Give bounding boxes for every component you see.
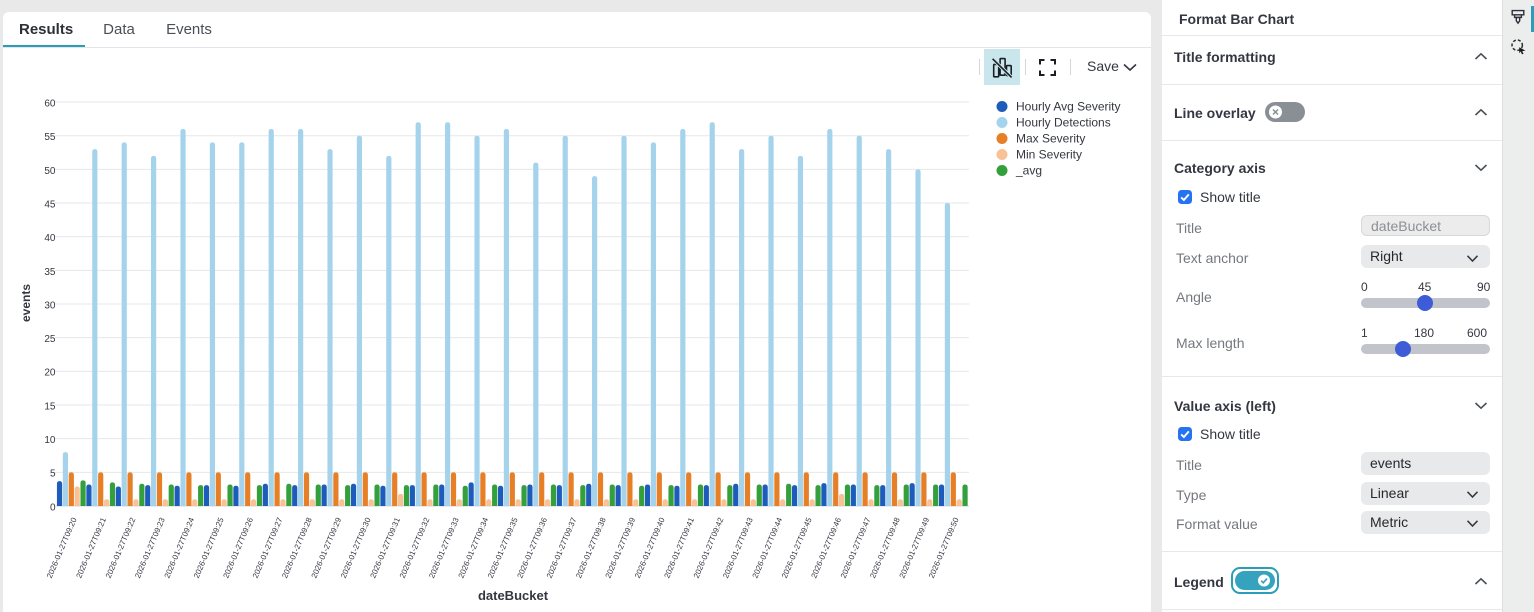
svg-text:2026-01-27T09:31: 2026-01-27T09:31 xyxy=(368,516,402,579)
svg-text:2026-01-27T09:22: 2026-01-27T09:22 xyxy=(104,516,138,579)
svg-text:dateBucket: dateBucket xyxy=(478,588,549,603)
svg-text:2026-01-27T09:21: 2026-01-27T09:21 xyxy=(74,516,108,579)
svg-text:2026-01-27T09:40: 2026-01-27T09:40 xyxy=(633,516,667,580)
svg-text:40: 40 xyxy=(44,233,56,244)
svg-text:25: 25 xyxy=(44,334,56,345)
svg-text:2026-01-27T09:37: 2026-01-27T09:37 xyxy=(545,516,579,579)
svg-text:_avg: _avg xyxy=(1015,164,1042,178)
svg-text:Hourly Avg Severity: Hourly Avg Severity xyxy=(1016,100,1121,114)
svg-text:2026-01-27T09:48: 2026-01-27T09:48 xyxy=(868,516,902,580)
svg-text:2026-01-27T09:46: 2026-01-27T09:46 xyxy=(809,516,843,580)
svg-text:Max Severity: Max Severity xyxy=(1016,132,1085,146)
svg-text:2026-01-27T09:34: 2026-01-27T09:34 xyxy=(457,516,491,580)
svg-text:10: 10 xyxy=(44,435,56,446)
svg-text:2026-01-27T09:49: 2026-01-27T09:49 xyxy=(898,516,932,580)
svg-text:20: 20 xyxy=(44,368,56,379)
svg-text:2026-01-27T09:50: 2026-01-27T09:50 xyxy=(927,516,961,580)
svg-text:2026-01-27T09:47: 2026-01-27T09:47 xyxy=(839,516,873,579)
svg-text:2026-01-27T09:39: 2026-01-27T09:39 xyxy=(604,516,638,580)
svg-text:2026-01-27T09:43: 2026-01-27T09:43 xyxy=(721,516,755,580)
svg-text:2026-01-27T09:38: 2026-01-27T09:38 xyxy=(574,516,608,580)
svg-text:2026-01-27T09:45: 2026-01-27T09:45 xyxy=(780,516,814,580)
svg-text:2026-01-27T09:25: 2026-01-27T09:25 xyxy=(192,516,226,580)
svg-text:50: 50 xyxy=(44,166,56,177)
svg-text:2026-01-27T09:27: 2026-01-27T09:27 xyxy=(251,516,285,579)
svg-text:0: 0 xyxy=(50,502,56,513)
svg-text:Min Severity: Min Severity xyxy=(1016,148,1082,162)
svg-text:2026-01-27T09:33: 2026-01-27T09:33 xyxy=(427,516,461,580)
svg-text:2026-01-27T09:32: 2026-01-27T09:32 xyxy=(398,516,432,579)
svg-text:30: 30 xyxy=(44,300,56,311)
svg-text:45: 45 xyxy=(44,199,56,210)
svg-text:2026-01-27T09:26: 2026-01-27T09:26 xyxy=(221,516,255,580)
svg-text:Hourly Detections: Hourly Detections xyxy=(1016,116,1111,130)
svg-text:events: events xyxy=(19,284,33,322)
svg-text:2026-01-27T09:24: 2026-01-27T09:24 xyxy=(163,516,197,580)
svg-text:2026-01-27T09:41: 2026-01-27T09:41 xyxy=(662,516,696,579)
svg-text:2026-01-27T09:20: 2026-01-27T09:20 xyxy=(45,516,79,580)
svg-text:2026-01-27T09:23: 2026-01-27T09:23 xyxy=(133,516,167,580)
svg-text:2026-01-27T09:29: 2026-01-27T09:29 xyxy=(310,516,344,580)
svg-text:5: 5 xyxy=(50,469,56,480)
svg-text:2026-01-27T09:28: 2026-01-27T09:28 xyxy=(280,516,314,580)
svg-text:2026-01-27T09:35: 2026-01-27T09:35 xyxy=(486,516,520,580)
svg-text:35: 35 xyxy=(44,267,56,278)
svg-text:60: 60 xyxy=(44,98,56,109)
svg-text:2026-01-27T09:36: 2026-01-27T09:36 xyxy=(515,516,549,580)
svg-text:2026-01-27T09:42: 2026-01-27T09:42 xyxy=(692,516,726,579)
svg-text:55: 55 xyxy=(44,132,56,143)
svg-text:2026-01-27T09:30: 2026-01-27T09:30 xyxy=(339,516,373,580)
svg-text:15: 15 xyxy=(44,401,56,412)
svg-text:2026-01-27T09:44: 2026-01-27T09:44 xyxy=(751,516,785,580)
